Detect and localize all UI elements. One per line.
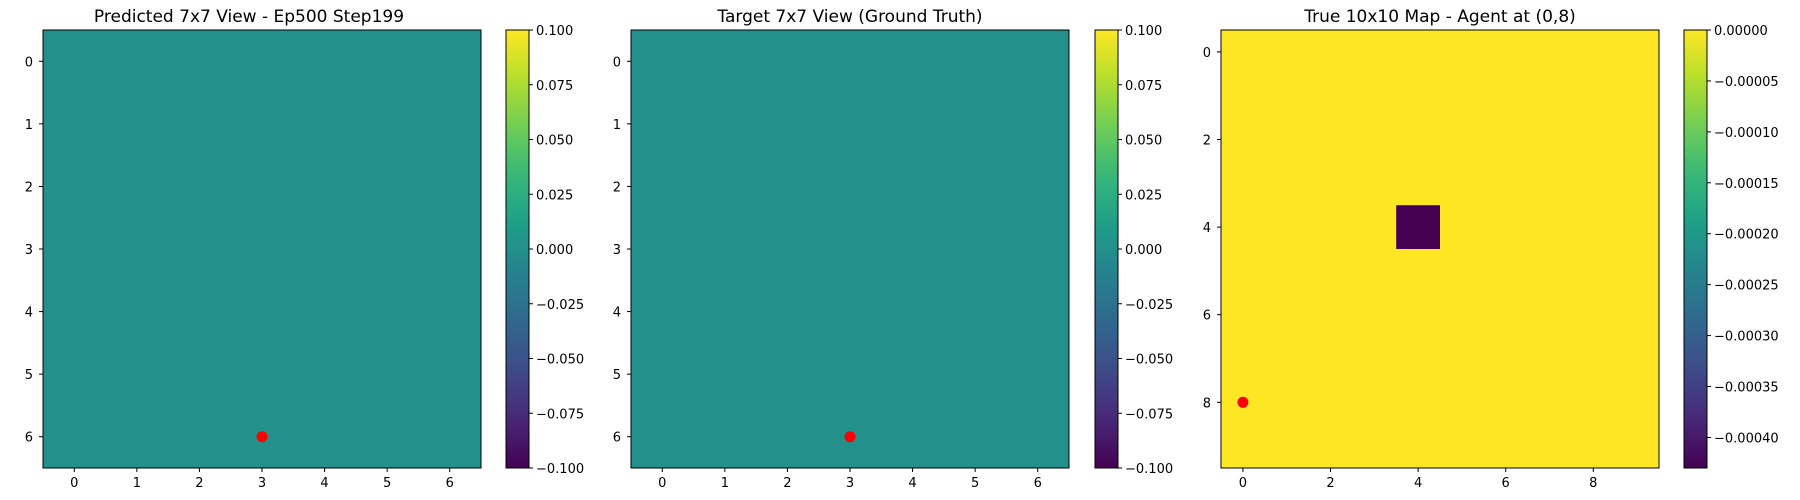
- x-tick-label: 4: [908, 476, 916, 491]
- x-tick-label: 0: [70, 476, 78, 491]
- heatmap-field: [43, 30, 481, 468]
- x-tick-label: 5: [971, 476, 979, 491]
- x-tick-label: 4: [320, 476, 328, 491]
- panel-title: Target 7x7 View (Ground Truth): [716, 7, 982, 27]
- y-tick-label: 4: [1203, 221, 1211, 236]
- colorbar-tick-label: −0.00015: [1714, 177, 1779, 192]
- y-tick-label: 6: [613, 431, 621, 446]
- colorbar-tick-label: −0.00035: [1714, 381, 1779, 396]
- colorbar-tick-label: 0.000: [536, 243, 573, 258]
- colorbar-gradient: [506, 30, 529, 468]
- heatmap-plot: 0 2 4 6 8 0 2 4 6 8: [1203, 29, 1660, 491]
- colorbar-tick-label: 0.025: [536, 188, 573, 203]
- colorbar-tick-label: −0.025: [1125, 298, 1173, 313]
- heatmap-field: [631, 30, 1069, 468]
- colorbar-tick-label: −0.00020: [1714, 228, 1779, 243]
- x-tick-label: 0: [658, 476, 666, 491]
- heatmap-plot: 0 1 2 3 4 5 6 0 1 2 3 4 5 6: [25, 29, 482, 491]
- y-tick-label: 2: [613, 180, 621, 195]
- panel-target-view: Target 7x7 View (Ground Truth) 0 1 2 3 4 5 6 0 1…: [613, 7, 1173, 491]
- colorbar-tick-label: −0.100: [1125, 462, 1173, 477]
- panel-predicted-view: Predicted 7x7 View - Ep500 Step199 0 1 2 3 4…: [25, 7, 584, 491]
- y-tick-label: 1: [25, 118, 33, 133]
- y-tick-label: 0: [613, 55, 621, 70]
- colorbar-tick-label: −0.00040: [1714, 431, 1779, 446]
- colorbar-tick-label: 0.00000: [1714, 24, 1768, 39]
- x-tick-label: 6: [1502, 476, 1510, 491]
- x-tick-label: 3: [846, 476, 854, 491]
- colorbar: 0.100 0.075 0.050 0.025 0.000 −0.025 −0.050 −0.…: [505, 24, 584, 477]
- colorbar-tick-label: 0.075: [536, 79, 573, 94]
- colorbar-frame: [1683, 29, 1708, 469]
- colorbar-tick-label: −0.050: [536, 353, 584, 368]
- y-tick-label: 5: [25, 368, 33, 383]
- colorbar-tick-label: −0.025: [536, 298, 584, 313]
- y-tick-label: 6: [1203, 309, 1211, 324]
- y-tick-label: 0: [1203, 46, 1211, 61]
- colorbar-tick-label: −0.00005: [1714, 75, 1779, 90]
- colorbar-gradient: [1095, 30, 1118, 468]
- y-tick-label: 5: [613, 368, 621, 383]
- x-tick-label: 1: [721, 476, 729, 491]
- colorbar-tick-label: 0.100: [1125, 24, 1162, 39]
- y-tick-label: 3: [25, 243, 33, 258]
- panel-true-map: True 10x10 Map - Agent at (0,8) 0 2 4 6 8 0 2 4…: [1203, 7, 1779, 491]
- x-tick-label: 1: [133, 476, 141, 491]
- agent-marker: [256, 431, 268, 443]
- colorbar-tick-label: 0.025: [1125, 188, 1162, 203]
- colorbar-tick-label: −0.075: [536, 407, 584, 422]
- colorbar: 0.100 0.075 0.050 0.025 0.000 −0.025 −0.050 −0.…: [1094, 24, 1173, 477]
- y-tick-label: 8: [1203, 396, 1211, 411]
- y-tick-label: 3: [613, 243, 621, 258]
- colorbar-tick-label: −0.00010: [1714, 126, 1779, 141]
- colorbar-tick-label: −0.050: [1125, 353, 1173, 368]
- y-tick-label: 0: [25, 55, 33, 70]
- x-tick-label: 4: [1414, 476, 1422, 491]
- colorbar: 0.00000 −0.00005 −0.00010 −0.00015 −0.00020 −…: [1683, 24, 1779, 469]
- y-tick-label: 2: [25, 180, 33, 195]
- colorbar-tick-label: 0.075: [1125, 79, 1162, 94]
- x-tick-label: 6: [1034, 476, 1042, 491]
- x-tick-label: 2: [783, 476, 791, 491]
- y-tick-label: 4: [613, 306, 621, 321]
- axes-frame: [1220, 29, 1660, 469]
- panel-title: True 10x10 Map - Agent at (0,8): [1303, 7, 1576, 27]
- x-tick-label: 3: [258, 476, 266, 491]
- colorbar-tick-label: 0.000: [1125, 243, 1162, 258]
- colorbar-tick-label: 0.050: [1125, 134, 1162, 149]
- x-tick-label: 5: [383, 476, 391, 491]
- colorbar-tick-label: 0.100: [536, 24, 573, 39]
- x-tick-label: 0: [1239, 476, 1247, 491]
- colorbar-tick-label: 0.050: [536, 134, 573, 149]
- heatmap-cell: [1396, 205, 1440, 249]
- colorbar-tick-label: −0.075: [1125, 407, 1173, 422]
- panel-title: Predicted 7x7 View - Ep500 Step199: [94, 7, 404, 27]
- agent-marker: [1237, 396, 1249, 408]
- x-tick-label: 2: [195, 476, 203, 491]
- x-tick-label: 6: [446, 476, 454, 491]
- x-tick-label: 2: [1326, 476, 1334, 491]
- colorbar-tick-label: −0.100: [536, 462, 584, 477]
- agent-marker: [844, 431, 856, 443]
- y-tick-label: 1: [613, 118, 621, 133]
- x-tick-label: 8: [1589, 476, 1597, 491]
- colorbar-tick-label: −0.00030: [1714, 330, 1779, 345]
- y-tick-label: 6: [25, 431, 33, 446]
- heatmap-plot: 0 1 2 3 4 5 6 0 1 2 3 4 5 6: [613, 29, 1070, 491]
- colorbar-tick-label: −0.00025: [1714, 279, 1779, 294]
- colorbar-gradient: [1684, 30, 1707, 468]
- y-tick-label: 2: [1203, 134, 1211, 149]
- y-tick-label: 4: [25, 306, 33, 321]
